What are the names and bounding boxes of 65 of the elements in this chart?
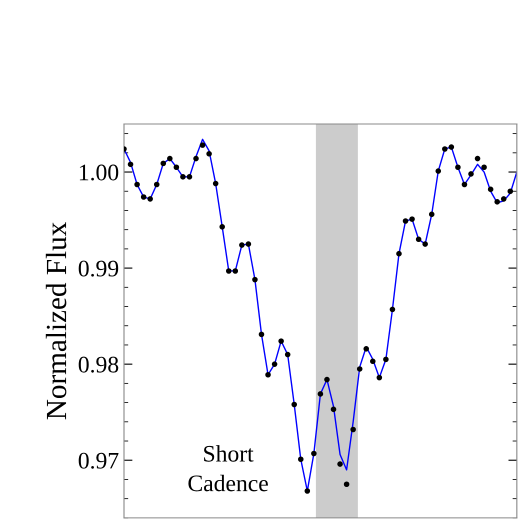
point [180,174,186,180]
point [318,391,324,397]
point [134,182,140,188]
y-tick-label: 0.99 [78,260,118,277]
point [481,164,487,170]
point [350,426,356,432]
point [422,241,428,247]
point [409,216,415,222]
point [311,450,317,456]
point [212,180,218,186]
point [147,196,153,202]
point [246,241,252,247]
point [468,171,474,177]
point [154,182,160,188]
point [252,276,258,282]
point [435,168,442,174]
point [370,358,376,364]
y-axis-title: Normalized Flux [46,222,66,420]
point [265,372,271,378]
point [160,160,166,166]
point [186,174,192,180]
point [455,164,461,170]
point [258,332,264,338]
annotation: Short Cadence [188,445,268,492]
point [402,218,408,224]
point [239,242,245,248]
point [324,376,330,382]
point [428,212,434,218]
y-tick-label: 0.97 [78,452,118,469]
point [396,250,402,256]
point [232,268,238,274]
point [140,194,146,200]
point [174,164,180,170]
point [219,224,225,230]
point [344,481,350,488]
point [390,306,396,312]
y-tick-label: 1.00 [80,164,118,181]
point [383,356,389,362]
point [462,182,468,188]
point [284,352,290,358]
point [278,338,284,344]
point [356,366,362,372]
point [494,199,500,205]
point [291,402,298,408]
point [508,188,514,194]
point [442,146,448,152]
point [193,156,199,162]
point [500,196,507,202]
point [337,461,343,467]
point [272,361,278,367]
point [128,162,134,168]
point [206,151,212,157]
point [488,186,494,192]
point [200,142,206,148]
point [330,406,336,412]
point [298,456,304,462]
point [448,144,454,150]
point [226,268,232,274]
point [363,346,370,352]
point [474,156,480,162]
point [416,236,422,242]
point [304,488,310,494]
point [376,374,382,380]
y-tick-label: 0.98 [78,356,118,373]
point [167,156,173,162]
